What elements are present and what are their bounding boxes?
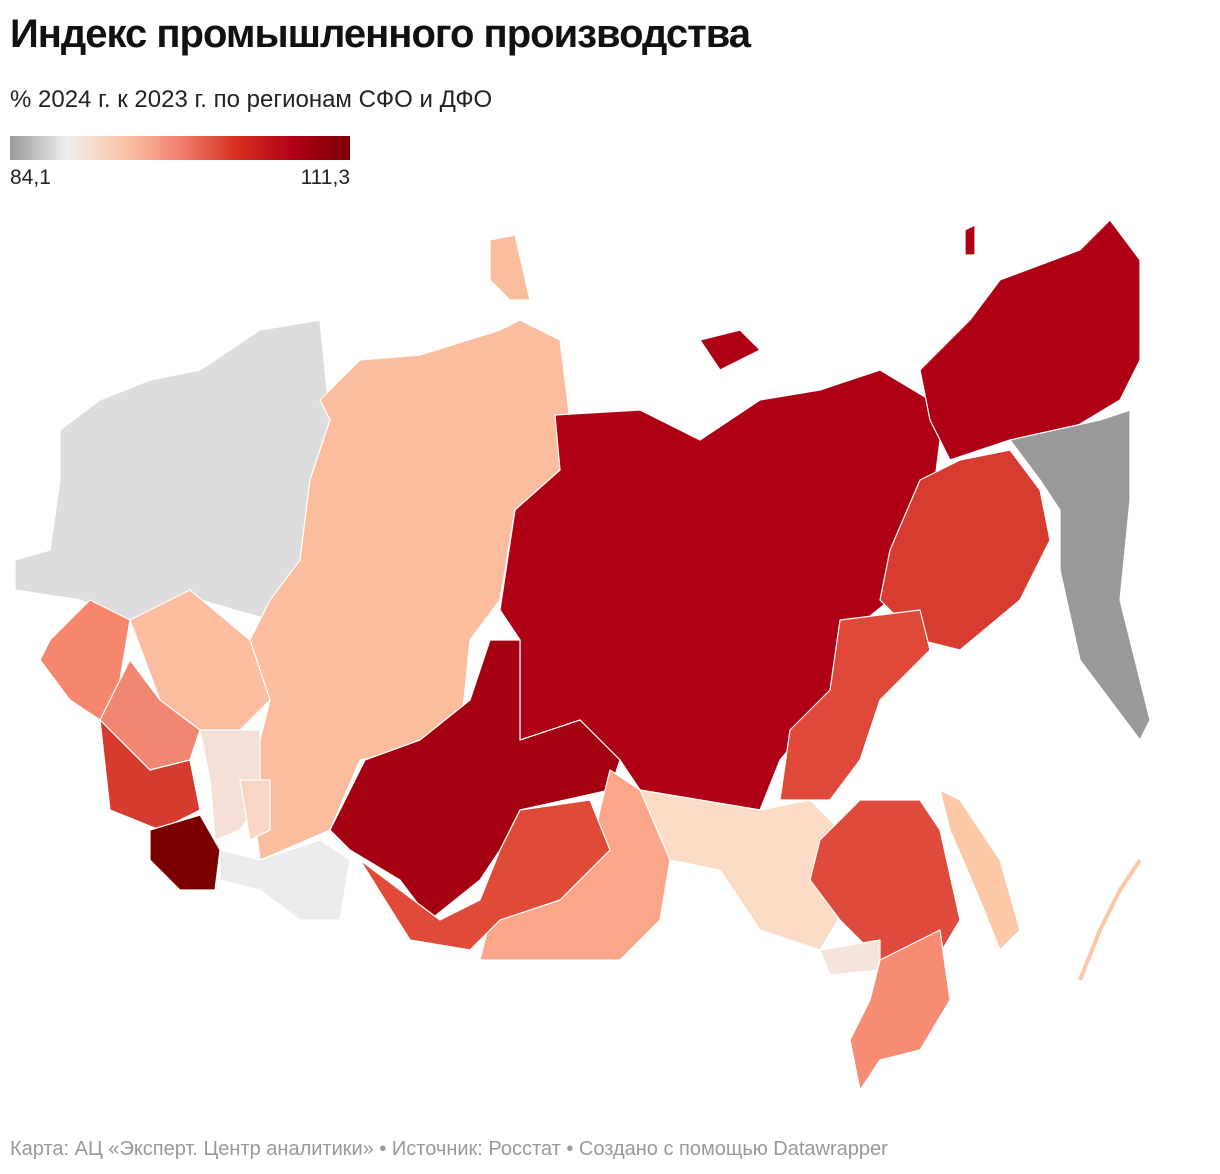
region bbox=[939, 789, 1021, 951]
islands bbox=[1078, 858, 1142, 981]
footer: Карта: АЦ «Эксперт. Центр аналитики» • И… bbox=[10, 1138, 888, 1160]
region bbox=[819, 939, 881, 976]
legend-min: 84,1 bbox=[10, 166, 51, 189]
region bbox=[239, 779, 271, 841]
region bbox=[149, 814, 221, 891]
region bbox=[219, 839, 351, 921]
legend-max: 111,3 bbox=[300, 166, 350, 189]
region bbox=[489, 234, 531, 301]
region bbox=[779, 609, 931, 801]
subtitle: % 2024 г. к 2023 г. по регионам СФО и ДФ… bbox=[10, 86, 493, 113]
region bbox=[919, 219, 1141, 461]
region bbox=[14, 319, 331, 621]
legend-gradient bbox=[10, 136, 350, 160]
title: Индекс промышленного производства bbox=[10, 12, 751, 56]
region bbox=[699, 329, 761, 371]
region bbox=[964, 224, 976, 256]
region bbox=[849, 929, 951, 1091]
region bbox=[359, 799, 611, 951]
region bbox=[1009, 409, 1151, 741]
region bbox=[809, 799, 961, 971]
map bbox=[14, 219, 1151, 1091]
region bbox=[879, 449, 1051, 651]
region bbox=[99, 719, 201, 831]
